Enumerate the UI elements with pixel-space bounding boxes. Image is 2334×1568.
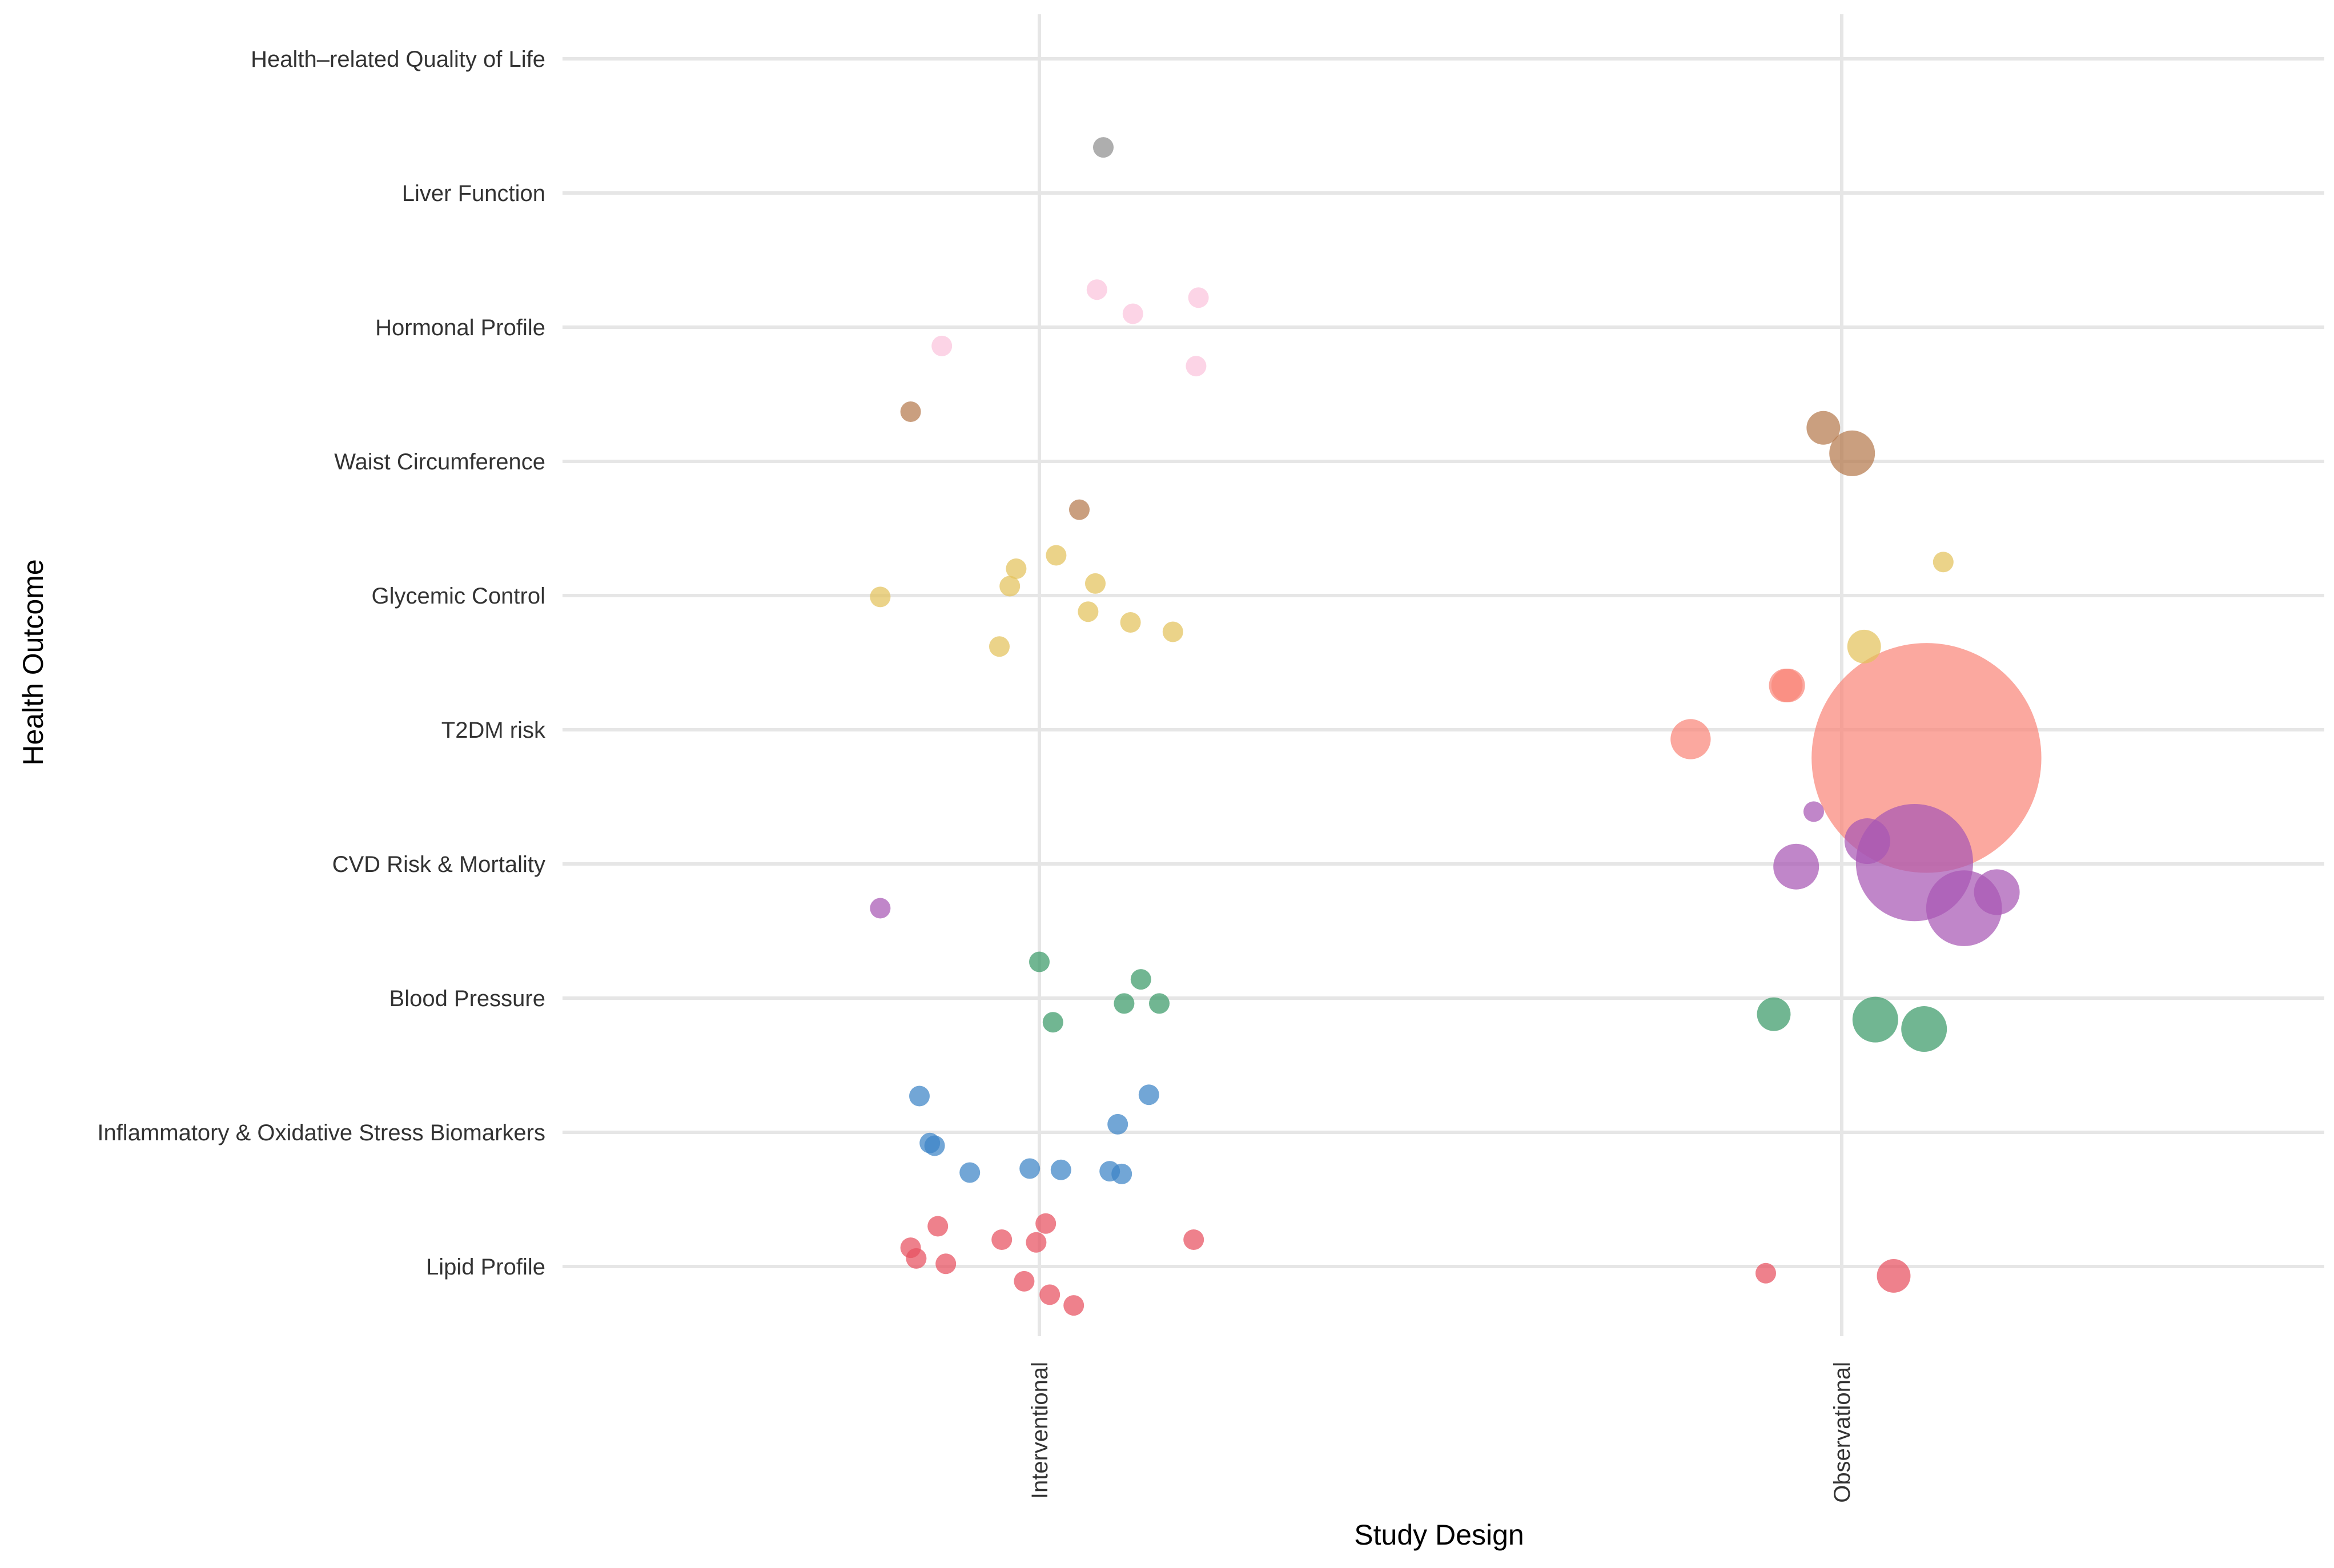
point-t2dm-risk-observational: [1769, 668, 1803, 702]
y-tick-label: Waist Circumference: [334, 449, 545, 475]
point-inflammatory-oxidative-stress-biomarkers-interventional: [924, 1135, 945, 1156]
point-lipid-profile-interventional: [991, 1229, 1013, 1250]
point-hormonal-profile-interventional: [931, 335, 953, 356]
point-glycemic-control-interventional: [1006, 558, 1027, 579]
point-cvd-risk-mortality-observational: [1974, 869, 2020, 915]
point-t2dm-risk-observational: [1670, 719, 1711, 759]
y-tick-label: CVD Risk & Mortality: [332, 852, 545, 877]
point-blood-pressure-interventional: [1130, 969, 1151, 990]
point-blood-pressure-observational: [1901, 1006, 1947, 1052]
y-tick-label: Inflammatory & Oxidative Stress Biomarke…: [97, 1120, 545, 1145]
point-lipid-profile-observational: [1755, 1263, 1776, 1284]
point-waist-circumference-interventional: [900, 401, 921, 423]
y-tick-label: Liver Function: [402, 181, 545, 206]
point-lipid-profile-interventional: [1014, 1271, 1035, 1292]
point-glycemic-control-observational: [1847, 629, 1881, 664]
y-tick-label: Blood Pressure: [389, 986, 545, 1011]
point-glycemic-control-interventional: [870, 586, 891, 608]
point-inflammatory-oxidative-stress-biomarkers-interventional: [909, 1085, 930, 1107]
y-axis-tick-labels: Lipid Profile Inflammatory & Oxidative St…: [97, 47, 546, 1280]
point-blood-pressure-interventional: [1029, 951, 1050, 972]
point-blood-pressure-observational: [1852, 996, 1898, 1043]
point-glycemic-control-interventional: [999, 576, 1021, 597]
point-hormonal-profile-interventional: [1122, 303, 1143, 324]
point-blood-pressure-observational: [1757, 997, 1791, 1031]
point-glycemic-control-interventional: [1046, 545, 1067, 566]
point-cvd-risk-mortality-observational: [1844, 818, 1890, 865]
point-hormonal-profile-interventional: [1188, 287, 1209, 308]
x-axis-tick-labels: Interventional Observational: [1027, 1362, 1855, 1503]
point-glycemic-control-observational: [1933, 552, 1954, 573]
point-liver-function-interventional: [1093, 137, 1114, 158]
point-lipid-profile-interventional: [1035, 1213, 1056, 1234]
point-inflammatory-oxidative-stress-biomarkers-interventional: [1138, 1084, 1159, 1105]
x-tick-label: Interventional: [1027, 1362, 1052, 1499]
data-points: [870, 137, 2042, 1316]
point-waist-circumference-observational: [1806, 411, 1841, 445]
point-lipid-profile-interventional: [1183, 1229, 1204, 1250]
point-inflammatory-oxidative-stress-biomarkers-interventional: [1050, 1159, 1071, 1180]
point-cvd-risk-mortality-interventional: [870, 898, 891, 919]
y-tick-label: Lipid Profile: [426, 1255, 545, 1280]
x-tick-label: Observational: [1830, 1362, 1855, 1503]
point-hormonal-profile-interventional: [1186, 356, 1207, 377]
point-blood-pressure-interventional: [1149, 993, 1170, 1014]
point-glycemic-control-interventional: [1085, 573, 1106, 594]
point-glycemic-control-interventional: [989, 636, 1010, 657]
point-inflammatory-oxidative-stress-biomarkers-interventional: [1111, 1163, 1132, 1184]
y-tick-label: Hormonal Profile: [375, 315, 545, 340]
point-cvd-risk-mortality-observational: [1773, 843, 1819, 890]
point-lipid-profile-interventional: [1026, 1232, 1047, 1253]
grid-lines: [563, 14, 2324, 1336]
point-glycemic-control-interventional: [1078, 601, 1099, 622]
point-glycemic-control-interventional: [1120, 612, 1141, 633]
point-blood-pressure-interventional: [1114, 993, 1135, 1014]
point-waist-circumference-observational: [1829, 430, 1875, 476]
point-blood-pressure-interventional: [1042, 1012, 1063, 1033]
point-inflammatory-oxidative-stress-biomarkers-interventional: [1107, 1113, 1128, 1135]
y-axis-title: Health Outcome: [17, 559, 49, 765]
point-lipid-profile-interventional: [935, 1253, 957, 1274]
point-waist-circumference-interventional: [1069, 499, 1090, 520]
x-axis-title: Study Design: [1354, 1519, 1524, 1551]
point-t2dm-risk-observational: [1811, 643, 2042, 873]
point-lipid-profile-interventional: [1039, 1284, 1060, 1305]
point-inflammatory-oxidative-stress-biomarkers-interventional: [1019, 1158, 1041, 1179]
point-hormonal-profile-interventional: [1086, 279, 1107, 300]
point-lipid-profile-interventional: [927, 1216, 949, 1237]
y-tick-label: Glycemic Control: [371, 584, 545, 609]
point-lipid-profile-observational: [1877, 1259, 1911, 1293]
y-tick-label: Health–related Quality of Life: [251, 47, 545, 72]
y-tick-label: T2DM risk: [441, 718, 546, 743]
point-cvd-risk-mortality-observational: [1803, 801, 1824, 822]
point-glycemic-control-interventional: [1162, 621, 1183, 642]
point-lipid-profile-interventional: [1063, 1295, 1084, 1316]
point-lipid-profile-interventional: [906, 1248, 927, 1269]
point-inflammatory-oxidative-stress-biomarkers-interventional: [959, 1162, 981, 1183]
